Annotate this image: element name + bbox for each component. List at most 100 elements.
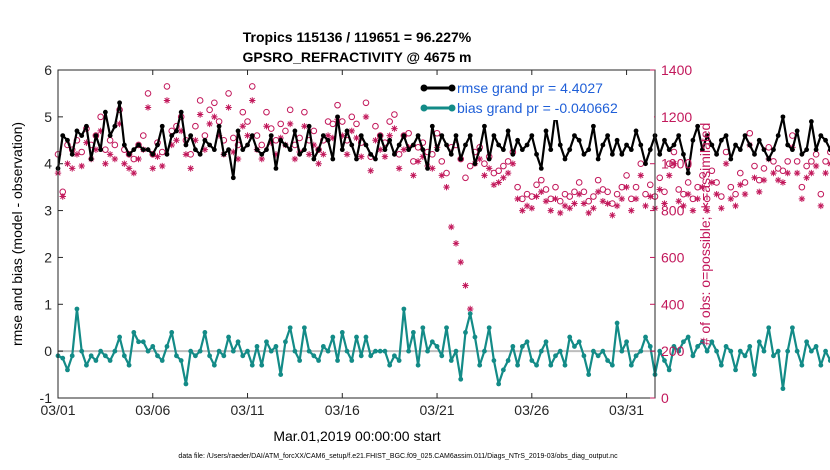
- rmse-point: [410, 142, 416, 148]
- obs-assimilated-point: [609, 212, 616, 219]
- rmse-point: [785, 142, 791, 148]
- obs-assimilated-point: [561, 202, 569, 210]
- bias-point: [387, 362, 393, 368]
- rmse-point: [586, 147, 592, 153]
- legend-rmse-marker-start: [420, 84, 428, 92]
- rmse-point: [666, 147, 672, 153]
- rmse-point: [330, 156, 336, 162]
- rmse-point: [320, 133, 326, 139]
- bias-point: [193, 353, 198, 359]
- obs-possible-point: [263, 108, 270, 116]
- bias-point: [297, 358, 303, 363]
- bias-point: [434, 344, 440, 349]
- rmse-point: [240, 147, 246, 153]
- bias-point: [121, 353, 127, 359]
- obs-assimilated-point: [78, 162, 85, 170]
- rmse-point: [496, 142, 502, 148]
- obs-assimilated-point: [320, 151, 327, 158]
- rmse-point: [572, 133, 577, 139]
- bias-point: [827, 358, 830, 363]
- bias-point: [164, 344, 170, 349]
- x-tick-label: 03/11: [231, 402, 265, 418]
- obs-assimilated-point: [523, 202, 531, 210]
- bias-point: [823, 348, 828, 354]
- bias-point: [567, 334, 573, 340]
- rmse-point: [491, 133, 497, 139]
- bias-point: [287, 325, 293, 331]
- rmse-point: [562, 156, 568, 162]
- rmse-point: [804, 147, 810, 153]
- bias-point: [600, 348, 606, 354]
- obs-assimilated-point: [798, 195, 806, 203]
- obs-assimilated-point: [343, 151, 351, 158]
- y-axis-label: rmse and bias (model - observation): [9, 122, 25, 346]
- obs-possible-point: [760, 165, 768, 172]
- obs-possible-point: [613, 190, 621, 198]
- bias-point: [808, 348, 814, 354]
- rmse-point: [107, 133, 113, 139]
- bias-point: [320, 344, 326, 349]
- rmse-point: [221, 151, 227, 157]
- obs-possible-point: [623, 172, 630, 179]
- bias-point: [576, 339, 582, 345]
- rmse-point: [690, 137, 696, 143]
- obs-assimilated-point: [670, 160, 678, 167]
- rmse-point: [714, 151, 719, 157]
- bias-point: [65, 367, 70, 373]
- bias-point: [392, 353, 397, 359]
- rmse-point: [448, 151, 454, 157]
- rmse-point: [699, 147, 705, 153]
- obs-assimilated-point: [286, 120, 294, 128]
- obs-assimilated-point: [722, 160, 730, 167]
- y-right-tick-label: 400: [661, 296, 685, 312]
- obs-assimilated-point: [249, 97, 256, 104]
- obs-assimilated-point: [154, 153, 161, 160]
- bias-point: [377, 348, 383, 354]
- obs-assimilated-point: [102, 160, 109, 167]
- obs-assimilated-point: [467, 305, 474, 313]
- bias-point: [737, 348, 743, 354]
- rmse-point: [387, 137, 393, 143]
- obs-assimilated-point: [272, 151, 280, 158]
- rmse-point: [482, 123, 487, 129]
- bias-point: [448, 358, 454, 363]
- bias-point: [150, 344, 156, 349]
- obs-possible-point: [139, 132, 147, 139]
- obs-assimilated-point: [647, 193, 654, 200]
- bias-point: [415, 362, 421, 368]
- obs-assimilated-point: [632, 195, 640, 203]
- obs-possible-point: [537, 176, 545, 184]
- obs-possible-point: [348, 113, 356, 121]
- rmse-point: [102, 109, 108, 115]
- obs-possible-point: [277, 120, 284, 128]
- obs-possible-point: [684, 179, 692, 186]
- obs-possible-point: [727, 183, 735, 191]
- bias-point: [752, 372, 757, 377]
- rmse-point: [74, 128, 80, 134]
- obs-possible-point: [239, 108, 247, 116]
- rmse-point: [406, 147, 412, 153]
- rmse-point: [458, 156, 464, 162]
- bias-point: [624, 339, 629, 345]
- obs-assimilated-point: [367, 167, 374, 174]
- obs-assimilated-point: [182, 151, 190, 158]
- rmse-point: [827, 147, 830, 153]
- y-right-tick-label: 600: [661, 249, 685, 265]
- bias-point: [775, 348, 781, 354]
- obs-possible-point: [746, 129, 754, 137]
- bias-point: [458, 376, 464, 382]
- rmse-point: [425, 166, 430, 171]
- rmse-point: [799, 151, 805, 157]
- rmse-point: [766, 156, 772, 162]
- obs-assimilated-point: [301, 123, 308, 130]
- rmse-point: [354, 156, 359, 162]
- obs-possible-point: [495, 167, 502, 175]
- rmse-point: [368, 151, 374, 157]
- obs-assimilated-point: [770, 169, 777, 177]
- legend-rmse-label: rmse grand pr = 4.4027: [457, 80, 603, 96]
- rmse-point: [429, 123, 435, 129]
- x-tick-label: 03/26: [514, 402, 549, 418]
- bias-point: [202, 330, 208, 335]
- rmse-point: [695, 123, 701, 129]
- bias-point: [790, 325, 795, 331]
